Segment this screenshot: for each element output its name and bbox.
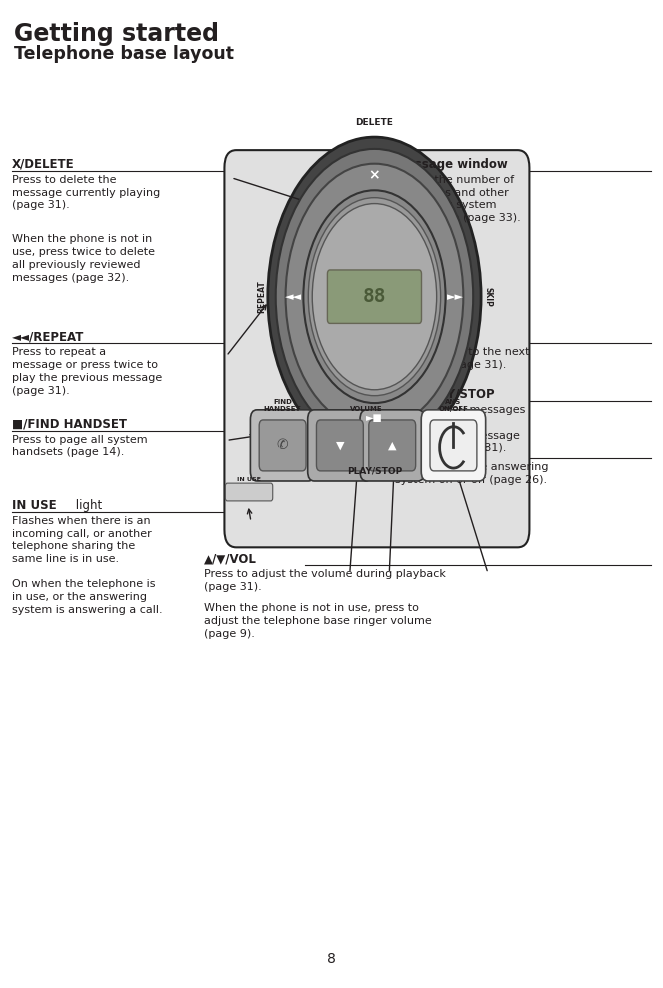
FancyBboxPatch shape: [360, 410, 424, 481]
FancyBboxPatch shape: [225, 150, 530, 547]
Text: Getting started: Getting started: [14, 22, 219, 45]
Text: Press to skip to the next
message (page 31).: Press to skip to the next message (page …: [395, 347, 530, 370]
Circle shape: [286, 164, 463, 430]
FancyBboxPatch shape: [308, 410, 372, 481]
FancyBboxPatch shape: [259, 420, 306, 471]
Text: Shows the number of
messages and other
answering system
information (page 33).: Shows the number of messages and other a…: [395, 175, 520, 223]
Text: ×: ×: [369, 169, 381, 183]
Text: 88: 88: [363, 288, 387, 306]
Text: ►/■/PLAY/STOP: ►/■/PLAY/STOP: [395, 388, 496, 401]
Text: IN USE: IN USE: [12, 499, 56, 512]
Text: Press to turn the answering
system on or off (page 26).: Press to turn the answering system on or…: [395, 462, 548, 485]
Text: Telephone base layout: Telephone base layout: [14, 45, 234, 63]
Text: ▲/▼/VOL: ▲/▼/VOL: [204, 552, 257, 565]
Text: On when the telephone is
in use, or the answering
system is answering a call.: On when the telephone is in use, or the …: [12, 579, 162, 615]
Text: Press to repeat a
message or press twice to
play the previous message
(page 31).: Press to repeat a message or press twice…: [12, 347, 162, 395]
Text: ◄◄: ◄◄: [285, 291, 302, 301]
Text: Flashes when there is an
incoming call, or another
telephone sharing the
same li: Flashes when there is an incoming call, …: [12, 516, 152, 564]
Text: VOLUME: VOLUME: [350, 406, 383, 412]
Text: When the phone is not in
use, press twice to delete
all previously reviewed
mess: When the phone is not in use, press twic…: [12, 234, 155, 283]
Text: ►►/SKIP: ►►/SKIP: [395, 330, 448, 343]
Text: ◄◄/REPEAT: ◄◄/REPEAT: [12, 330, 84, 343]
Text: ►►: ►►: [447, 291, 464, 301]
Text: Message window: Message window: [395, 158, 508, 171]
FancyBboxPatch shape: [421, 410, 486, 481]
Text: 8: 8: [327, 952, 336, 966]
Text: ⏻/ANS ON/OFF: ⏻/ANS ON/OFF: [395, 446, 488, 458]
Text: Press to adjust the volume during playback
(page 31).: Press to adjust the volume during playba…: [204, 569, 446, 592]
Text: DELETE: DELETE: [355, 119, 393, 127]
Text: ✆: ✆: [277, 439, 288, 453]
Circle shape: [312, 204, 437, 390]
Text: FIND
HANDSET: FIND HANDSET: [264, 399, 302, 412]
Text: ■/FIND HANDSET: ■/FIND HANDSET: [12, 418, 127, 431]
Text: SKIP: SKIP: [483, 287, 492, 306]
FancyBboxPatch shape: [251, 410, 315, 481]
Text: REPEAT: REPEAT: [257, 281, 266, 313]
Text: PLAY/STOP: PLAY/STOP: [347, 466, 402, 475]
Circle shape: [308, 198, 441, 395]
Circle shape: [304, 191, 446, 403]
Text: When the phone is not in use, press to
adjust the telephone base ringer volume
(: When the phone is not in use, press to a…: [204, 603, 432, 638]
Text: Press to play messages
(page 31).: Press to play messages (page 31).: [395, 405, 525, 428]
Text: ▲: ▲: [388, 441, 396, 451]
Text: light: light: [72, 499, 103, 512]
FancyBboxPatch shape: [369, 420, 416, 471]
FancyBboxPatch shape: [316, 420, 363, 471]
Text: Press to delete the
message currently playing
(page 31).: Press to delete the message currently pl…: [12, 175, 160, 210]
Text: Press to stop message
playback (page 31).: Press to stop message playback (page 31)…: [395, 431, 520, 453]
Text: IN USE: IN USE: [237, 477, 261, 482]
Text: X/DELETE: X/DELETE: [12, 158, 75, 171]
Circle shape: [276, 149, 473, 445]
FancyBboxPatch shape: [328, 270, 422, 323]
Text: ►■: ►■: [366, 413, 383, 423]
Text: Press to page all system
handsets (page 14).: Press to page all system handsets (page …: [12, 435, 148, 457]
FancyBboxPatch shape: [225, 483, 272, 501]
Text: ▼: ▼: [335, 441, 344, 451]
FancyBboxPatch shape: [430, 420, 477, 471]
Text: ANS
ON/OFF: ANS ON/OFF: [438, 399, 468, 412]
Circle shape: [268, 137, 481, 456]
